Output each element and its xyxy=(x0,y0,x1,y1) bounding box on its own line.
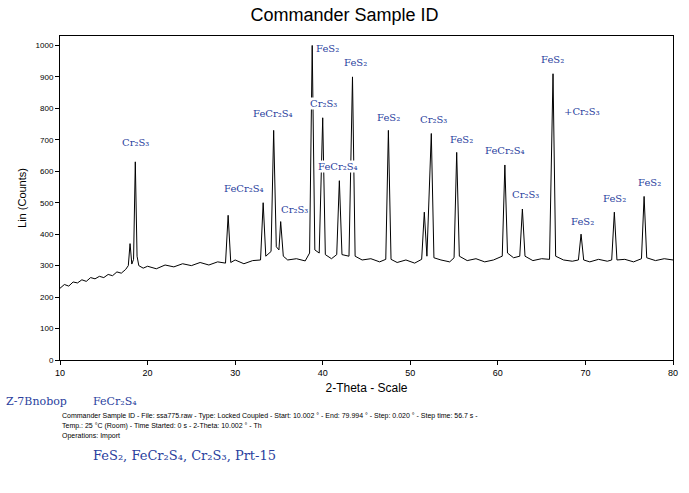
svg-text:Cr₂S₃: Cr₂S₃ xyxy=(122,137,149,148)
svg-text:30: 30 xyxy=(230,368,240,378)
svg-text:Lin (Counts): Lin (Counts) xyxy=(16,168,28,228)
svg-text:700: 700 xyxy=(40,136,54,145)
svg-text:100: 100 xyxy=(40,324,54,333)
svg-text:FeS₂: FeS₂ xyxy=(316,43,339,54)
svg-text:+Cr₂S₃: +Cr₂S₃ xyxy=(564,106,600,117)
svg-text:FeCr₂S₄: FeCr₂S₄ xyxy=(318,161,358,172)
svg-text:20: 20 xyxy=(143,368,153,378)
svg-text:Operations: Import: Operations: Import xyxy=(62,432,120,440)
svg-text:FeS₂: FeS₂ xyxy=(450,134,473,145)
svg-text:Commander Sample ID - File: ss: Commander Sample ID - File: ssa775.raw -… xyxy=(62,412,480,420)
svg-text:2-Theta - Scale: 2-Theta - Scale xyxy=(325,381,407,395)
svg-text:FeCr₂S₄: FeCr₂S₄ xyxy=(485,145,525,156)
svg-text:FeS₂: FeS₂ xyxy=(638,177,661,188)
svg-text:Cr₂S₃: Cr₂S₃ xyxy=(310,98,337,109)
svg-text:Commander Sample ID: Commander Sample ID xyxy=(250,5,438,25)
svg-text:FeCr₂S₄: FeCr₂S₄ xyxy=(224,183,264,194)
svg-text:Cr₂S₃: Cr₂S₃ xyxy=(512,189,539,200)
svg-text:Temp.: 25 °C (Room) - Time Sta: Temp.: 25 °C (Room) - Time Started: 0 s … xyxy=(62,422,262,430)
svg-text:Cr₂S₃: Cr₂S₃ xyxy=(420,114,447,125)
svg-text:70: 70 xyxy=(580,368,590,378)
svg-text:40: 40 xyxy=(318,368,328,378)
svg-text:50: 50 xyxy=(405,368,415,378)
svg-text:FeS₂, FeCr₂S₄, Cr₂S₃, Prt-15: FeS₂, FeCr₂S₄, Cr₂S₃, Prt-15 xyxy=(93,448,276,463)
svg-text:80: 80 xyxy=(668,368,678,378)
svg-text:Cr₂S₃: Cr₂S₃ xyxy=(281,204,308,215)
svg-text:200: 200 xyxy=(40,293,54,302)
svg-text:FeS₂: FeS₂ xyxy=(541,54,564,65)
svg-text:FeS₂: FeS₂ xyxy=(603,193,626,204)
svg-text:FeS₂: FeS₂ xyxy=(377,112,400,123)
svg-text:FeCr₂S₄: FeCr₂S₄ xyxy=(253,108,293,119)
svg-text:900: 900 xyxy=(40,73,54,82)
svg-text:10: 10 xyxy=(55,368,65,378)
svg-text:FeS₂: FeS₂ xyxy=(571,216,594,227)
svg-text:0: 0 xyxy=(49,356,54,365)
svg-text:1000: 1000 xyxy=(36,41,54,50)
svg-text:Z-7Bnobop: Z-7Bnobop xyxy=(6,395,67,408)
svg-text:800: 800 xyxy=(40,104,54,113)
svg-text:60: 60 xyxy=(493,368,503,378)
svg-text:500: 500 xyxy=(40,199,54,208)
svg-text:FeCr₂S₄: FeCr₂S₄ xyxy=(93,395,137,408)
svg-text:300: 300 xyxy=(40,261,54,270)
svg-text:400: 400 xyxy=(40,230,54,239)
svg-text:FeS₂: FeS₂ xyxy=(344,57,367,68)
svg-text:600: 600 xyxy=(40,167,54,176)
